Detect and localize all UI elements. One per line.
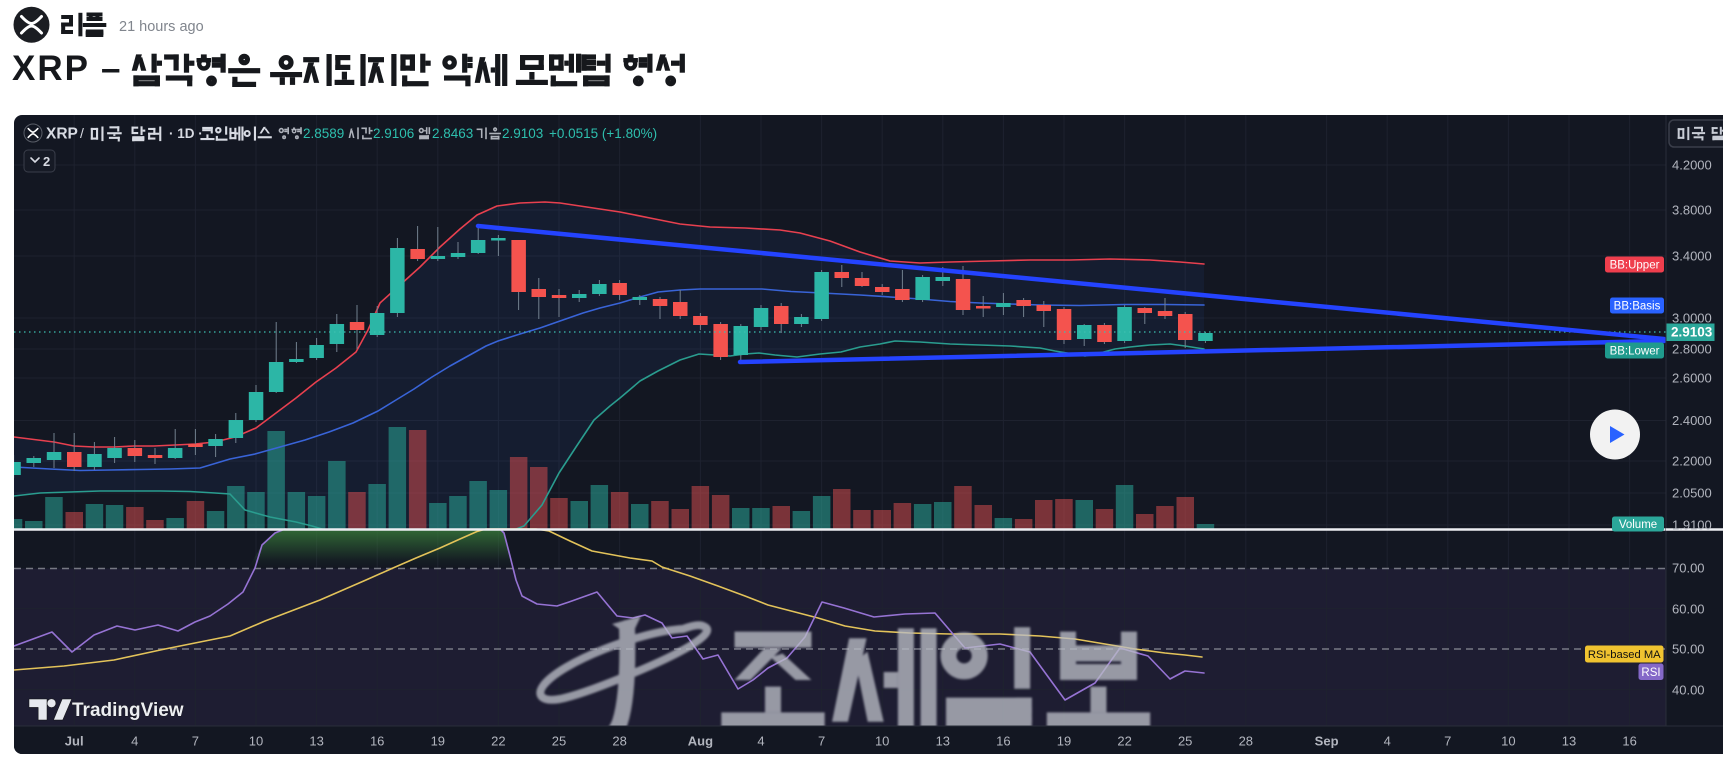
svg-text:70.00: 70.00 <box>1672 561 1705 576</box>
svg-text:19: 19 <box>1057 734 1071 749</box>
svg-text:10: 10 <box>875 734 889 749</box>
svg-text:Aug: Aug <box>688 734 713 749</box>
svg-text:7: 7 <box>1444 734 1451 749</box>
svg-text:2.9103: 2.9103 <box>1671 325 1713 340</box>
svg-text:16: 16 <box>996 734 1010 749</box>
svg-text:10: 10 <box>1501 734 1515 749</box>
svg-text:2.6000: 2.6000 <box>1672 371 1712 386</box>
svg-text:19: 19 <box>431 734 445 749</box>
svg-text:XRP: XRP <box>46 126 78 143</box>
svg-text:Jul: Jul <box>65 734 84 749</box>
svg-text:TradingView: TradingView <box>72 700 184 721</box>
svg-text:Volume: Volume <box>1619 519 1657 531</box>
svg-text:28: 28 <box>1239 734 1253 749</box>
svg-text:28: 28 <box>612 734 626 749</box>
svg-text:BB:Basis: BB:Basis <box>1614 301 1661 313</box>
svg-text:RSI-based MA: RSI-based MA <box>1588 649 1661 661</box>
svg-text:· 1D ·: · 1D · <box>169 126 203 141</box>
svg-text:4: 4 <box>1384 734 1391 749</box>
svg-text:2.9103: 2.9103 <box>502 126 543 141</box>
svg-text:7: 7 <box>818 734 825 749</box>
svg-text:3.8000: 3.8000 <box>1672 203 1712 218</box>
svg-text:10: 10 <box>249 734 263 749</box>
svg-text:/: / <box>80 125 84 141</box>
svg-text:BB:Lower: BB:Lower <box>1610 346 1660 358</box>
svg-text:16: 16 <box>1622 734 1636 749</box>
svg-text:50.00: 50.00 <box>1672 642 1705 657</box>
svg-text:2.2000: 2.2000 <box>1672 454 1712 469</box>
svg-text:22: 22 <box>491 734 505 749</box>
svg-text:13: 13 <box>309 734 323 749</box>
svg-text:2.0500: 2.0500 <box>1672 486 1712 501</box>
svg-text:4: 4 <box>757 734 764 749</box>
svg-text:2.8589: 2.8589 <box>303 126 344 141</box>
svg-text:25: 25 <box>1178 734 1192 749</box>
svg-text:22: 22 <box>1117 734 1131 749</box>
svg-text:2.9106: 2.9106 <box>373 126 414 141</box>
svg-text:21 hours ago: 21 hours ago <box>119 19 204 35</box>
svg-text:1.9100: 1.9100 <box>1672 518 1712 533</box>
svg-text:13: 13 <box>1562 734 1576 749</box>
svg-text:4: 4 <box>131 734 138 749</box>
svg-text:2.4000: 2.4000 <box>1672 413 1712 428</box>
svg-text:3.4000: 3.4000 <box>1672 249 1712 264</box>
svg-text:25: 25 <box>552 734 566 749</box>
svg-text:Sep: Sep <box>1315 734 1339 749</box>
svg-text:XRP –: XRP – <box>12 49 123 88</box>
svg-text:13: 13 <box>936 734 950 749</box>
svg-text:2.8463: 2.8463 <box>432 126 473 141</box>
svg-text:40.00: 40.00 <box>1672 683 1705 698</box>
svg-text:3.0000: 3.0000 <box>1672 311 1712 326</box>
svg-text:2: 2 <box>43 154 50 169</box>
svg-text:60.00: 60.00 <box>1672 602 1705 617</box>
svg-text:BB:Upper: BB:Upper <box>1610 260 1660 272</box>
svg-text:2.8000: 2.8000 <box>1672 342 1712 357</box>
svg-text:+0.0515 (+1.80%): +0.0515 (+1.80%) <box>549 126 657 141</box>
svg-text:4.2000: 4.2000 <box>1672 158 1712 173</box>
svg-text:16: 16 <box>370 734 384 749</box>
svg-text:RSI: RSI <box>1641 667 1660 679</box>
svg-text:7: 7 <box>192 734 199 749</box>
